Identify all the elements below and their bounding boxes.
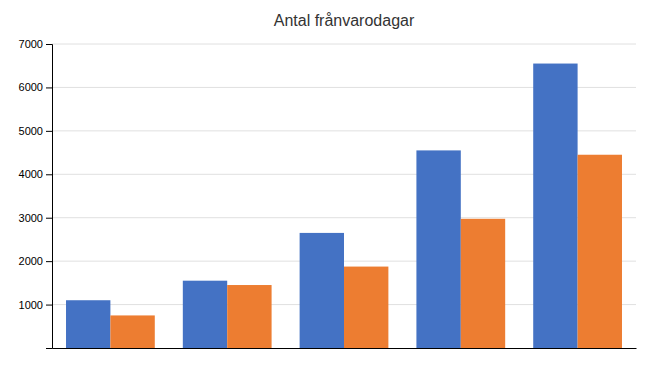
tick: 1000 (19, 299, 52, 311)
tick-label: 2000 (19, 255, 43, 267)
tick-label: 6000 (19, 81, 43, 93)
tick-label: 4000 (19, 168, 43, 180)
series (66, 64, 578, 348)
bar (578, 155, 622, 348)
tick-label: 7000 (19, 38, 43, 50)
bar (227, 285, 271, 348)
tick-mark (46, 261, 52, 262)
tick-mark (46, 174, 52, 175)
tick-label: 1000 (19, 299, 43, 311)
series (110, 155, 622, 348)
tick-mark (46, 44, 52, 45)
tick: 4000 (19, 168, 52, 180)
tick: 2000 (19, 255, 52, 267)
bar (300, 233, 344, 348)
tick-mark (46, 218, 52, 219)
title: Antal frånvarodagar (274, 12, 415, 29)
bar (533, 64, 577, 348)
tick: 7000 (19, 38, 52, 50)
bar (110, 315, 154, 348)
tick: 3000 (19, 212, 52, 224)
tick-mark (46, 87, 52, 88)
plot: 1000 2000 3000 4000 5000 6000 7000 (19, 38, 637, 348)
tick-mark (46, 305, 52, 306)
y-axis: 1000 2000 3000 4000 5000 6000 7000 (19, 38, 53, 348)
tick: 5000 (19, 125, 52, 137)
tick-label: 3000 (19, 212, 43, 224)
tick-mark (46, 131, 52, 132)
tick-label: 5000 (19, 125, 43, 137)
bar (183, 281, 227, 348)
x-axis (53, 348, 637, 349)
axis-line (53, 348, 637, 349)
bars (66, 64, 622, 348)
bar (344, 267, 388, 348)
tick: 6000 (19, 81, 52, 93)
bar (66, 300, 110, 348)
chart: 1000 2000 3000 4000 5000 6000 7000 Antal frånva… (0, 0, 656, 368)
axis-line (46, 45, 53, 349)
bar (461, 219, 505, 348)
grid-line (52, 44, 636, 45)
bar (416, 150, 460, 348)
